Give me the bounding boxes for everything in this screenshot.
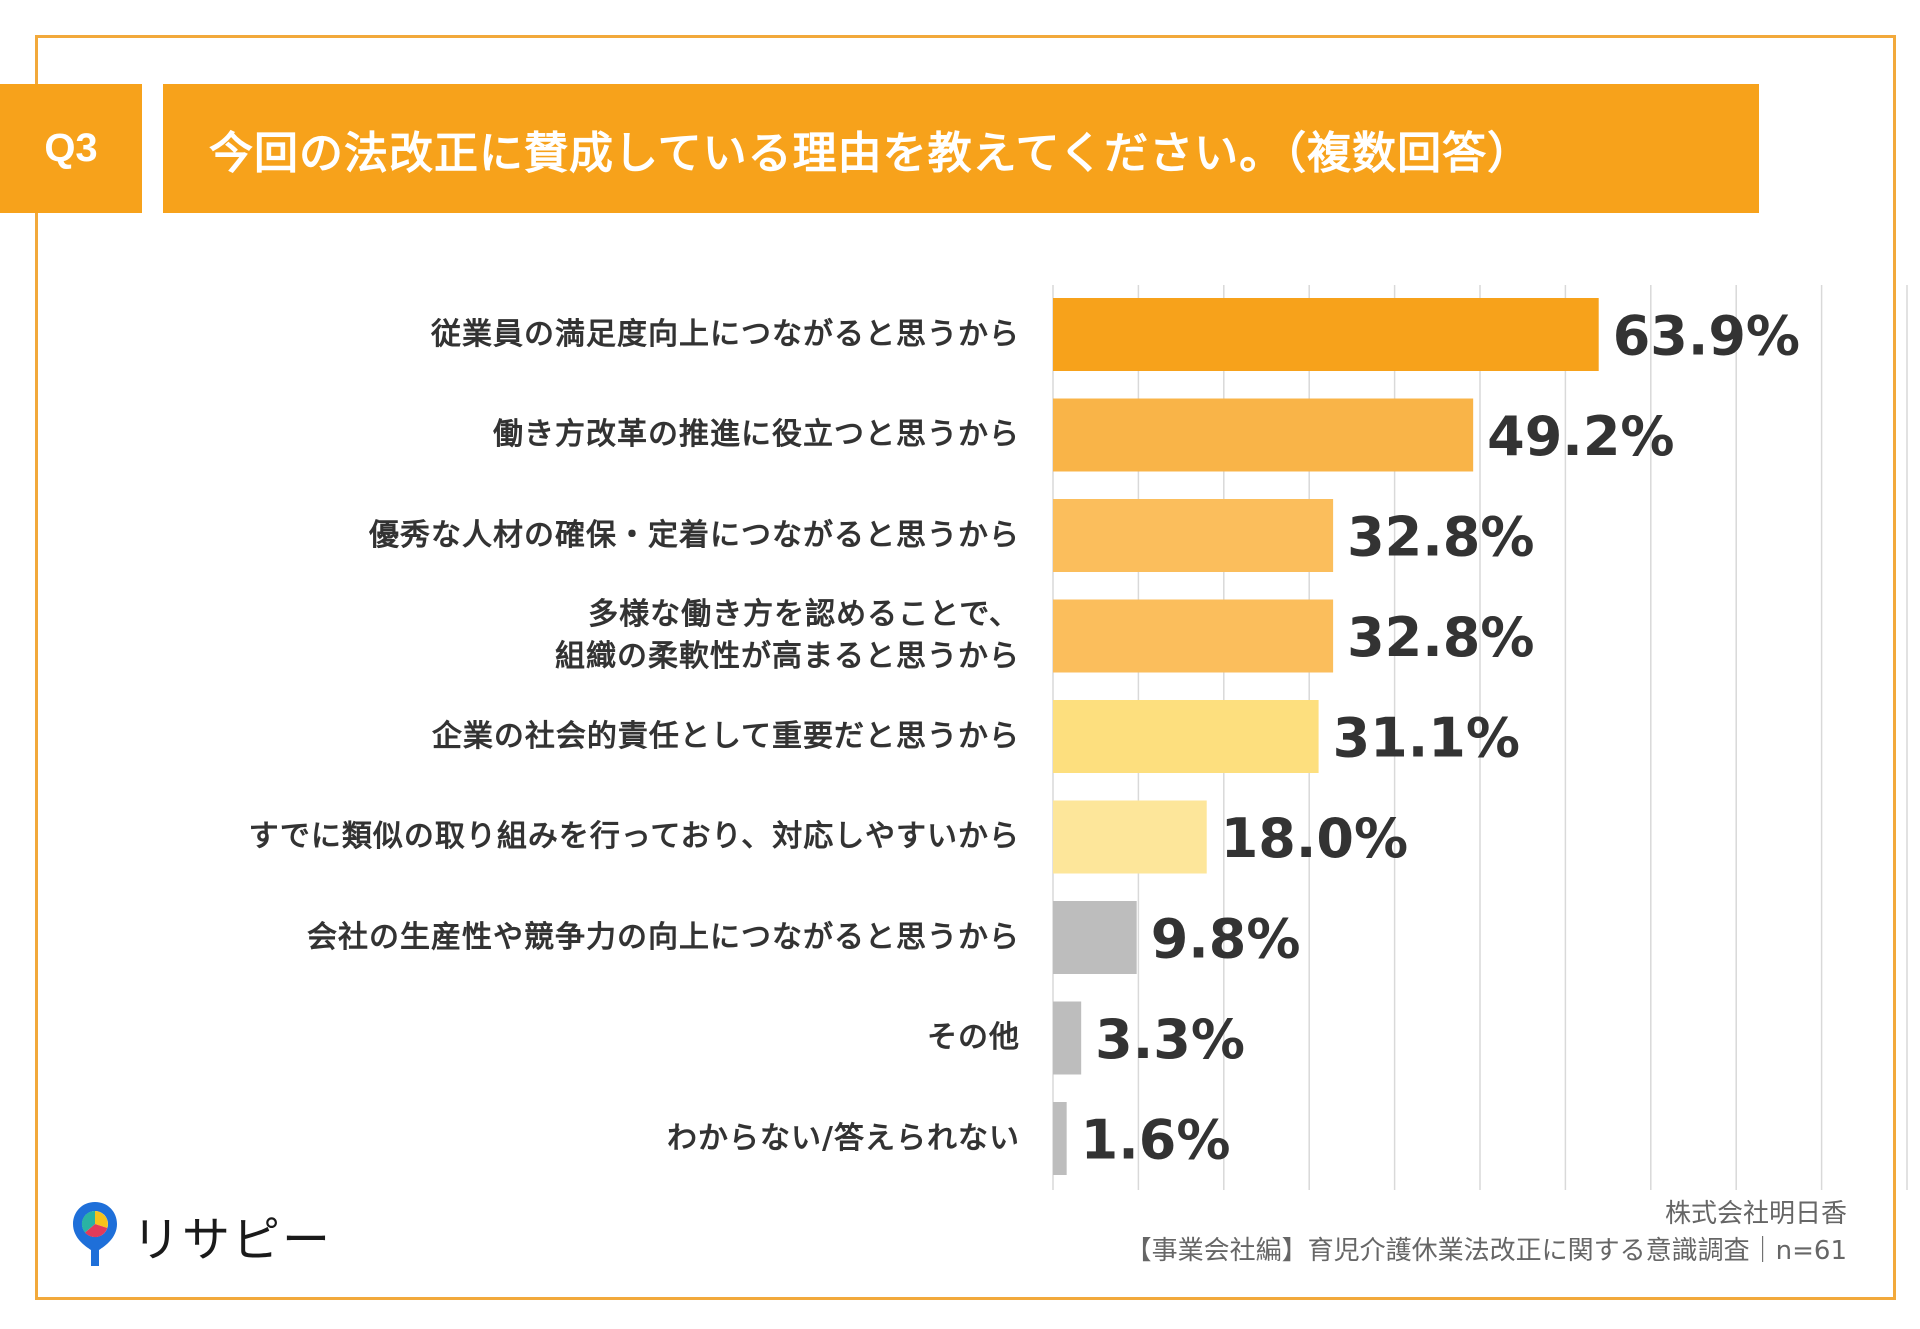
category-label-line: 従業員の満足度向上につながると思うから — [431, 316, 1020, 352]
category-label: 優秀な人材の確保・定着につながると思うから — [369, 515, 1020, 557]
bar — [1053, 1001, 1082, 1075]
data-label: 9.8% — [1151, 908, 1301, 971]
category-label: その他 — [927, 1017, 1020, 1059]
data-label: 32.8% — [1347, 506, 1534, 569]
category-label-line: 多様な働き方を認めることで、 — [588, 597, 1020, 632]
category-label-line: わからない/答えられない — [667, 1120, 1020, 1156]
category-label-line: 会社の生産性や競争力の向上につながると思うから — [307, 919, 1020, 955]
source-survey: 【事業会社編】育児介護休業法改正に関する意識調査｜n=61 — [1125, 1236, 1847, 1266]
map-pin-icon — [73, 1202, 117, 1266]
category-label-line: 優秀な人材の確保・定着につながると思うから — [369, 517, 1020, 553]
bar — [1053, 1102, 1067, 1175]
bar — [1053, 901, 1137, 974]
category-label: 従業員の満足度向上につながると思うから — [431, 314, 1020, 356]
chart-frame — [35, 35, 1896, 1300]
data-label: 49.2% — [1487, 405, 1674, 468]
brand-logo: リサピー — [70, 1200, 332, 1270]
data-label: 3.3% — [1095, 1008, 1245, 1071]
data-label: 32.8% — [1347, 606, 1534, 669]
data-label: 18.0% — [1221, 807, 1408, 870]
bar — [1053, 499, 1334, 572]
category-label: すでに類似の取り組みを行っており、対応しやすいから — [249, 816, 1020, 858]
question-number: Q3 — [44, 126, 98, 170]
bar — [1053, 700, 1319, 773]
category-label-line: 組織の柔軟性が高まると思うから — [555, 639, 1020, 674]
data-label: 63.9% — [1613, 305, 1800, 368]
logo-text: リサピー — [132, 1212, 333, 1268]
category-label-line: 企業の社会的責任として重要だと思うから — [431, 718, 1020, 754]
bar — [1053, 298, 1599, 371]
question-title: 今回の法改正に賛成している理由を教えてください。（複数回答） — [209, 127, 1533, 179]
category-label-line: その他 — [927, 1020, 1020, 1055]
bar — [1053, 398, 1474, 472]
category-label: 会社の生産性や競争力の向上につながると思うから — [307, 917, 1020, 959]
category-label-line: 働き方改革の推進に役立つと思うから — [493, 417, 1020, 452]
category-label: 企業の社会的責任として重要だと思うから — [432, 716, 1020, 758]
category-label: わからない/答えられない — [667, 1118, 1020, 1160]
bar — [1053, 800, 1207, 874]
category-label: 多様な働き方を認めることで、組織の柔軟性が高まると思うから — [555, 594, 1020, 678]
data-label: 1.6% — [1081, 1109, 1231, 1172]
bar — [1053, 599, 1334, 673]
category-label: 働き方改革の推進に役立つと思うから — [493, 414, 1020, 456]
data-label: 31.1% — [1333, 707, 1520, 770]
question-number-badge: Q3 — [0, 84, 142, 213]
source-company: 株式会社明日香 — [1664, 1199, 1847, 1229]
category-label-line: すでに類似の取り組みを行っており、対応しやすいから — [248, 819, 1020, 854]
question-title-box: 今回の法改正に賛成している理由を教えてください。（複数回答） — [163, 84, 1759, 213]
